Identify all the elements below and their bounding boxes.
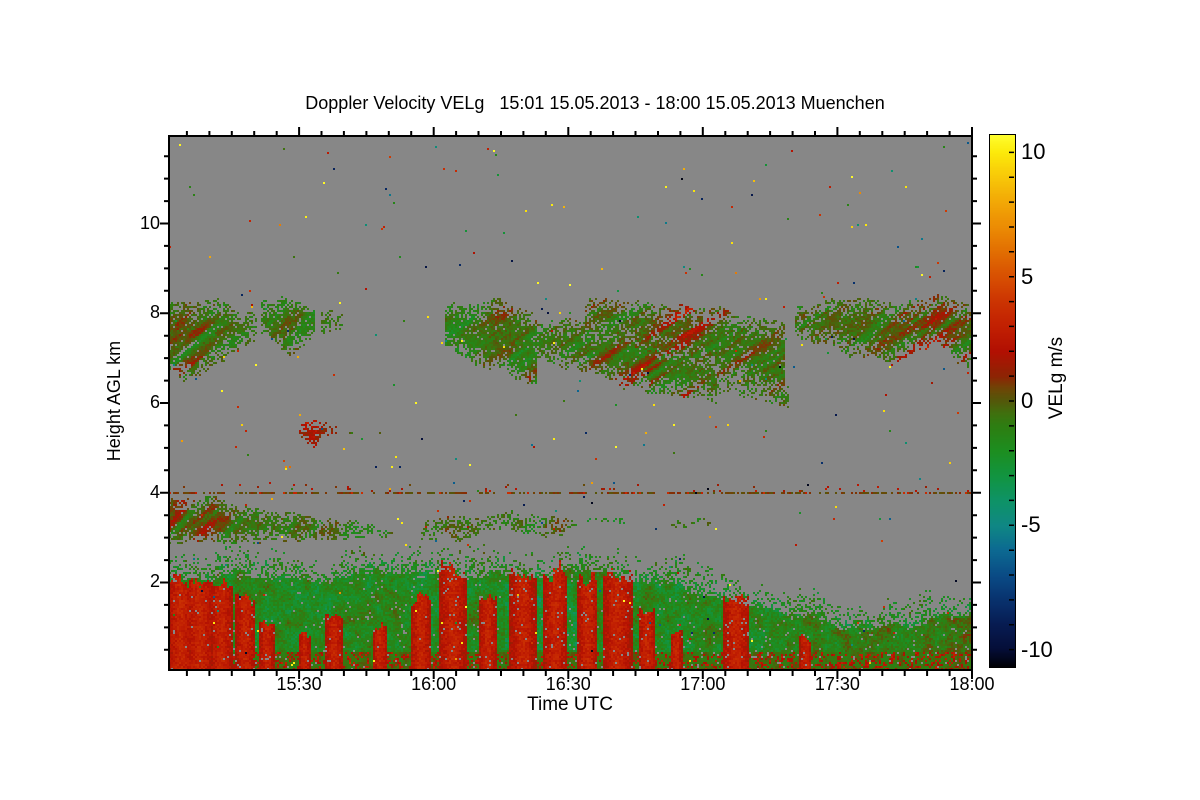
x-tick-label: 18:00 bbox=[949, 674, 995, 694]
axis-ticks bbox=[160, 127, 981, 679]
y-tick-label: 8 bbox=[149, 302, 160, 323]
colorbar-border bbox=[989, 134, 1016, 668]
colorbar-tick-label: 0 bbox=[1021, 388, 1034, 413]
colorbar-tick-label: 10 bbox=[1021, 139, 1046, 165]
y-tick-label: 10 bbox=[139, 212, 160, 233]
colorbar-ticks bbox=[1009, 151, 1014, 651]
colorbar-tick-label: -5 bbox=[1021, 512, 1041, 538]
x-tick-label: 15:30 bbox=[276, 674, 322, 694]
x-tick-label: 16:30 bbox=[545, 674, 591, 694]
x-tick-label: 17:30 bbox=[814, 674, 860, 694]
colorbar-tick-label: -10 bbox=[1021, 636, 1053, 662]
y-tick-label: 2 bbox=[149, 571, 160, 592]
x-axis-title: Time UTC bbox=[527, 694, 613, 715]
velocity-heatmap bbox=[169, 136, 973, 670]
colorbar-title: VELg m/s bbox=[1046, 336, 1067, 420]
x-tick-label: 17:00 bbox=[680, 674, 726, 694]
plot-title: Doppler Velocity VELg 15:01 15.05.2013 -… bbox=[305, 93, 885, 113]
y-tick-label: 4 bbox=[149, 481, 160, 502]
x-tick-label: 16:00 bbox=[411, 674, 457, 694]
y-tick-label: 6 bbox=[149, 392, 160, 412]
plot-border bbox=[168, 135, 973, 671]
colorbar-tick-label: 5 bbox=[1021, 263, 1034, 289]
